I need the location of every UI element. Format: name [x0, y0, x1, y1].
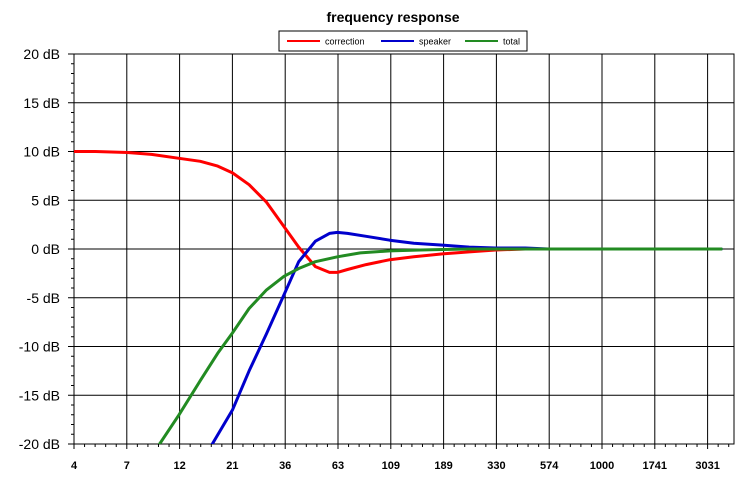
x-tick-label: 7: [124, 460, 130, 472]
y-tick-label: 5 dB: [31, 192, 60, 208]
x-tick-label: 3031: [695, 460, 719, 472]
y-tick-label: 10 dB: [23, 144, 60, 160]
x-tick-label: 12: [173, 460, 185, 472]
y-axis-ticks: 20 dB 15 dB 10 dB 5 dB 0 dB -5 dB -10 dB -15 dB…: [19, 46, 74, 452]
y-tick-label: -20 dB: [19, 436, 60, 452]
legend-label-total: total: [503, 37, 520, 47]
x-tick-label: 36: [279, 460, 291, 472]
y-tick-label: -15 dB: [19, 387, 60, 403]
legend: correction speaker total: [278, 30, 528, 52]
x-tick-label: 21: [226, 460, 238, 472]
x-tick-label: 330: [487, 460, 505, 472]
series-line-correction: [74, 150, 551, 274]
chart-title: frequency response: [326, 9, 459, 25]
y-tick-label: 20 dB: [23, 46, 60, 62]
x-tick-label: 574: [540, 460, 559, 472]
x-tick-label: 109: [382, 460, 400, 472]
y-tick-label: 15 dB: [23, 95, 60, 111]
x-axis-ticks: 4 7 12 21 36 63 109 189 330 574 1000 1741 3031: [71, 444, 730, 472]
series-line-speaker: [210, 230, 723, 444]
x-tick-label: 189: [434, 460, 452, 472]
y-tick-label: -5 dB: [27, 290, 60, 306]
series-line-total: [158, 247, 723, 444]
y-tick-label: 0 dB: [31, 241, 60, 257]
legend-label-correction: correction: [325, 37, 365, 47]
x-tick-label: 4: [71, 460, 78, 472]
y-tick-label: -10 dB: [19, 339, 60, 355]
legend-label-speaker: speaker: [419, 37, 451, 47]
plot-area-border: [73, 53, 735, 445]
series-lines: [74, 150, 723, 444]
x-tick-label: 1000: [590, 460, 614, 472]
x-tick-label: 63: [332, 460, 344, 472]
x-tick-label: 1741: [643, 460, 667, 472]
